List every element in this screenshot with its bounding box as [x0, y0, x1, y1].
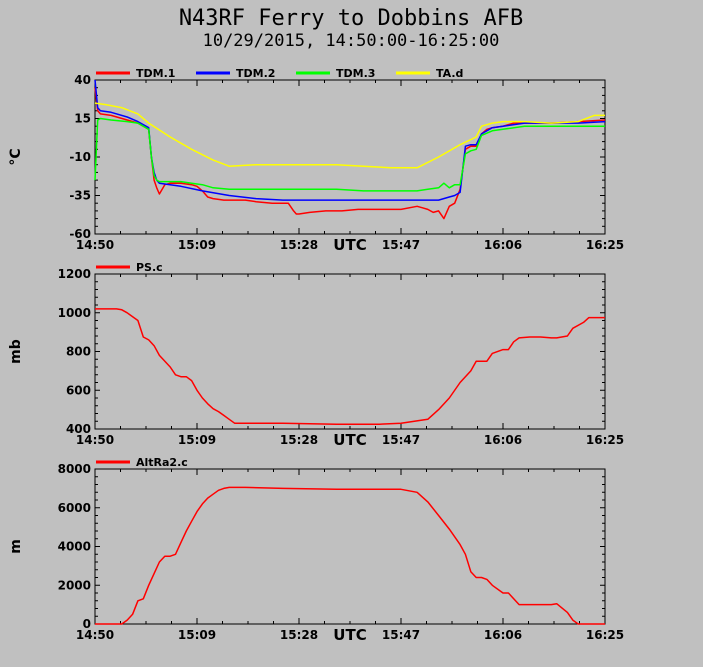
altitude-ytick-label: 8000: [58, 462, 91, 476]
pressure-ytick-label: 1000: [58, 306, 91, 320]
pressure-ytick-label: 400: [66, 422, 91, 436]
pressure-xtick-label: 15:28: [280, 433, 318, 447]
pressure-xtick-label: 16:25: [586, 433, 624, 447]
altitude-xaxis-label: UTC: [333, 626, 366, 644]
temperature-xtick-label: 15:09: [178, 238, 216, 252]
altitude-ytick-label: 0: [83, 617, 91, 631]
pressure-yaxis-label: mb: [8, 339, 24, 364]
temperature-legend-label: TDM.1: [136, 67, 175, 80]
altitude-series-altra2-c-line: [95, 486, 605, 625]
pressure-xtick-label: 15:47: [382, 433, 420, 447]
temperature-series-tdm-3-line: [94, 117, 605, 192]
altitude-ytick-label: 4000: [58, 540, 91, 554]
temperature-ytick-label: -35: [69, 189, 91, 203]
altitude-xtick-label: 15:47: [382, 628, 420, 642]
temperature-xtick-label: 14:50: [76, 238, 114, 252]
temperature-legend-label: TA.d: [436, 67, 463, 80]
temperature-legend-label: TDM.2: [236, 67, 275, 80]
pressure-xtick-label: 16:06: [484, 433, 522, 447]
altitude-ytick-label: 2000: [58, 578, 91, 592]
temperature-legend-label: TDM.3: [336, 67, 375, 80]
altitude-ytick-label: 6000: [58, 501, 91, 515]
altitude-xtick-label: 15:09: [178, 628, 216, 642]
temperature-xaxis-label: UTC: [333, 236, 366, 254]
temperature-series-tdm-2-line: [94, 79, 606, 201]
temperature-ytick-label: 40: [74, 73, 91, 87]
temperature-ytick-label: -10: [69, 150, 91, 164]
altitude-xtick-label: 15:28: [280, 628, 318, 642]
altitude-legend-label: AltRa2.c: [136, 456, 188, 469]
pressure-ytick-label: 800: [66, 345, 91, 359]
temperature-ytick-label: -60: [69, 227, 91, 241]
pressure-xtick-label: 14:50: [76, 433, 114, 447]
figure-subtitle: 10/29/2015, 14:50:00-16:25:00: [203, 31, 500, 51]
altitude-yaxis-label: m: [8, 539, 24, 554]
temperature-series-ta-d-line: [94, 102, 605, 169]
pressure-xaxis-label: UTC: [333, 431, 366, 449]
temperature-xtick-label: 16:25: [586, 238, 624, 252]
pressure-ytick-label: 600: [66, 383, 91, 397]
temperature-xtick-label: 15:28: [280, 238, 318, 252]
temperature-xtick-label: 15:47: [382, 238, 420, 252]
temperature-xtick-label: 16:06: [484, 238, 522, 252]
altitude-xtick-label: 16:06: [484, 628, 522, 642]
temperature-ytick-label: 15: [74, 112, 91, 126]
temperature-series-tdm-1-line: [94, 87, 606, 220]
temperature-yaxis-label: °C: [8, 148, 24, 165]
pressure-series-ps-c-line: [95, 308, 605, 425]
altitude-xtick-label: 16:25: [586, 628, 624, 642]
altitude-xtick-label: 14:50: [76, 628, 114, 642]
altitude-panel: 8000 6000 4000 2000 014:50 15:09 15:28 15:47 16:…: [8, 456, 624, 644]
pressure-xtick-label: 15:09: [178, 433, 216, 447]
figure-title: N43RF Ferry to Dobbins AFB: [179, 6, 523, 31]
pressure-ytick-label: 1200: [58, 267, 91, 281]
pressure-legend-label: PS.c: [136, 261, 163, 274]
